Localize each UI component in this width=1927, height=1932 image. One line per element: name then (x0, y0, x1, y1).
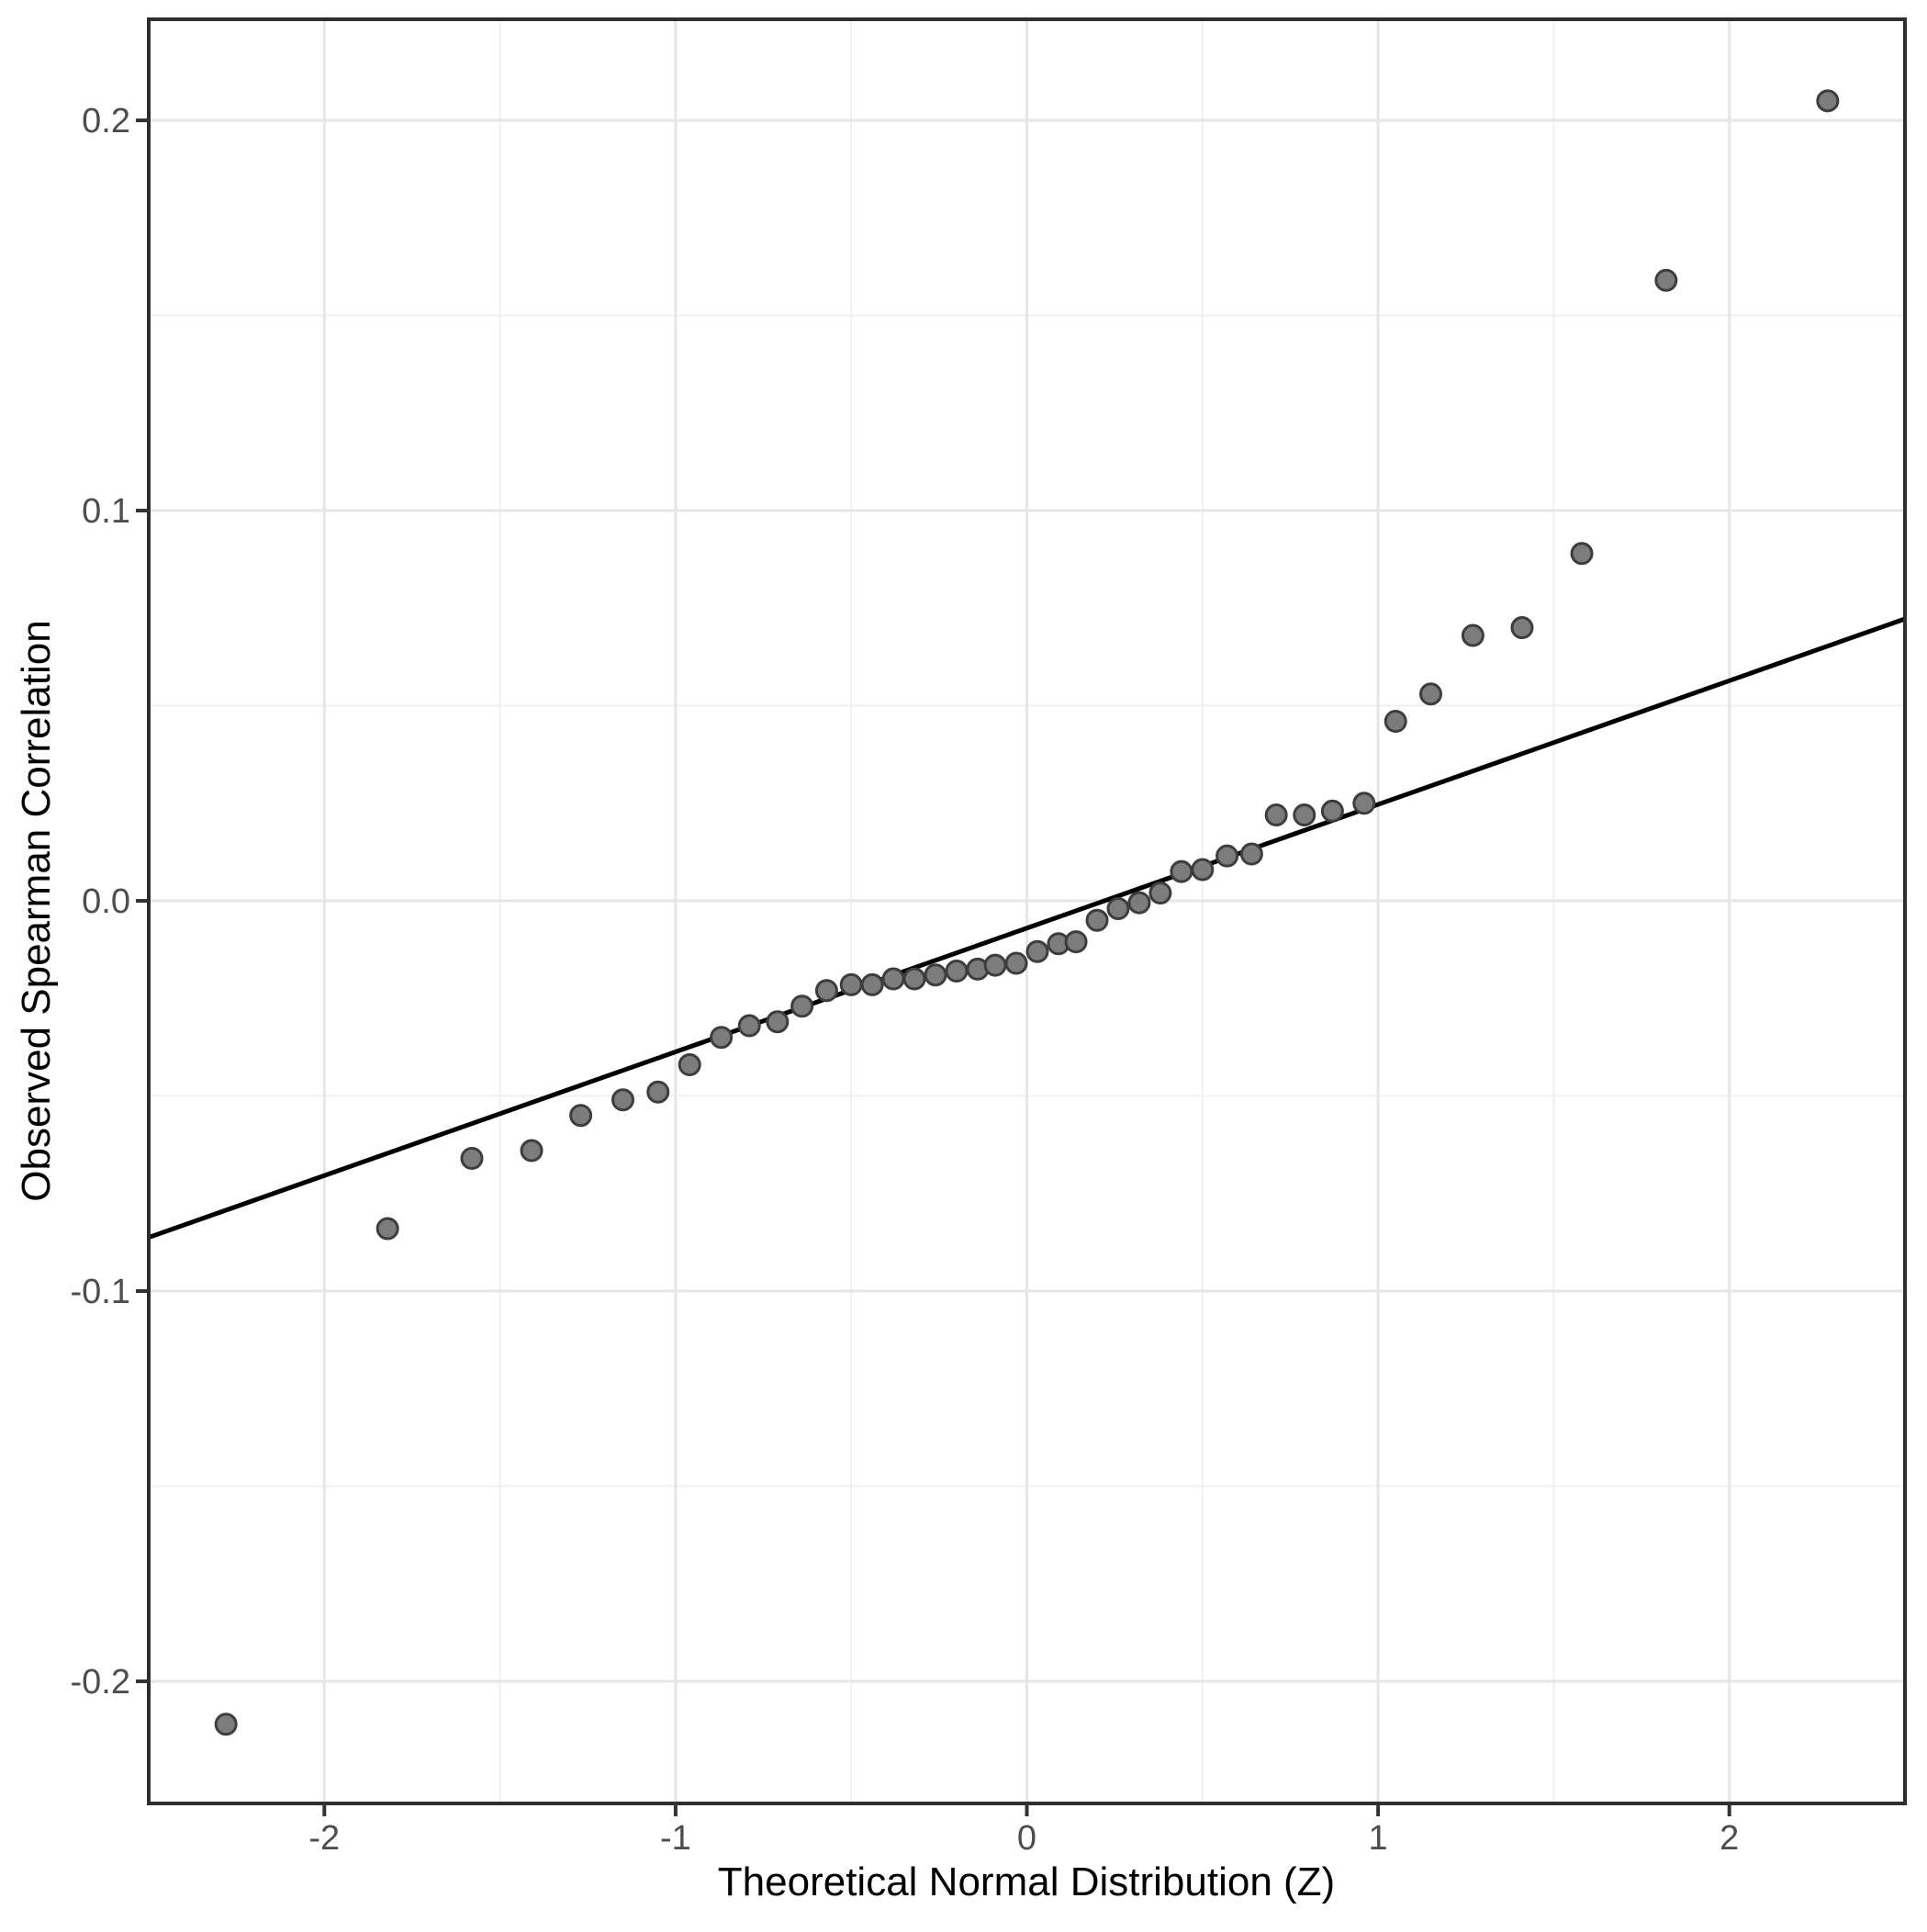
data-point (375, 1217, 399, 1241)
data-point (1191, 858, 1215, 882)
reference-line-group (148, 616, 1906, 1240)
data-point (1148, 882, 1172, 905)
data-point (460, 1147, 484, 1171)
data-point (1264, 803, 1288, 827)
data-point (1004, 951, 1028, 975)
data-point (1570, 542, 1594, 566)
data-point (1170, 859, 1193, 883)
data-point (214, 1713, 238, 1736)
y-axis-tick-labels: 0.2 0.1 0.0 -0.1 -0.2 (71, 102, 130, 1702)
data-point (924, 963, 947, 987)
x-tick-label: 2 (1720, 1819, 1739, 1858)
y-tick-label: 0.1 (82, 492, 130, 531)
data-point (1025, 939, 1049, 963)
data-point (611, 1088, 635, 1112)
data-point (814, 979, 838, 1003)
data-point (1085, 908, 1109, 932)
data-point (1352, 792, 1376, 815)
x-tick-label: 1 (1369, 1819, 1388, 1858)
x-axis-tick-labels: -2 -1 0 1 2 (308, 1819, 1739, 1858)
data-point (1064, 930, 1088, 954)
data-point (737, 1014, 761, 1038)
data-point (1127, 891, 1151, 915)
major-gridlines (149, 19, 1905, 1803)
y-tick-label: 0.2 (82, 102, 130, 140)
data-point (520, 1139, 543, 1163)
data-point (790, 994, 814, 1018)
data-point (1510, 616, 1534, 640)
y-tick-label: -0.2 (71, 1663, 130, 1702)
x-tick-label: 0 (1017, 1819, 1036, 1858)
data-point (860, 972, 884, 996)
x-tick-label: -1 (660, 1819, 691, 1858)
data-point (881, 967, 905, 991)
data-point (678, 1053, 701, 1077)
data-point (1106, 897, 1130, 921)
data-points (214, 89, 1840, 1736)
y-axis-title: Observed Spearman Correlation (14, 620, 59, 1201)
data-point (766, 1010, 790, 1034)
data-point (1216, 844, 1239, 868)
data-point (710, 1026, 734, 1050)
data-point (1384, 710, 1407, 734)
data-point (1293, 803, 1316, 827)
data-point (1461, 623, 1484, 647)
x-axis-title: Theoretical Normal Distribution (Z) (718, 1859, 1335, 1904)
data-point (983, 953, 1007, 977)
x-tick-label: -2 (308, 1819, 340, 1858)
data-point (1816, 89, 1840, 113)
reference-line (148, 616, 1906, 1240)
data-point (569, 1104, 593, 1128)
data-point (1239, 842, 1263, 866)
data-point (1418, 682, 1442, 706)
data-point (1320, 799, 1344, 823)
data-point (646, 1080, 670, 1104)
y-tick-label: 0.0 (82, 882, 130, 921)
data-point (839, 972, 863, 996)
axis-tick-marks (136, 118, 1731, 1816)
data-point (902, 967, 926, 991)
data-point (1654, 268, 1678, 292)
data-point (945, 960, 969, 983)
y-tick-label: -0.1 (71, 1273, 130, 1311)
